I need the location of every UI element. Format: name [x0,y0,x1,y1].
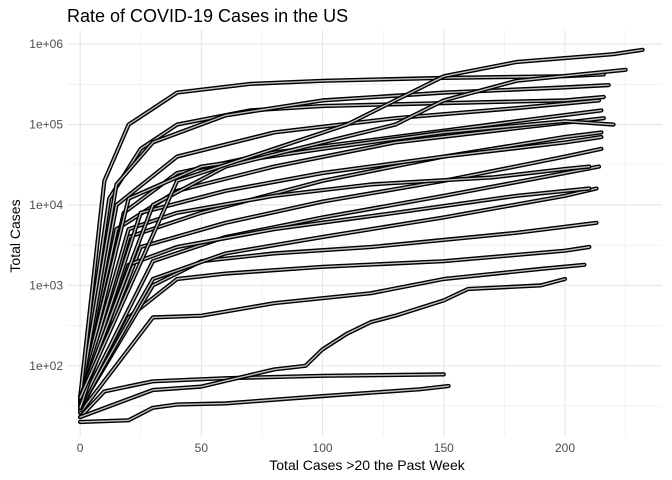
series-line [79,373,445,418]
series-line [79,117,605,403]
tick-labels: 0 50 100 150 200 1e+02 1e+03 1e+04 1e+05 1e+06 [29,37,575,455]
x-tick-label: 100 [313,441,333,455]
series-line [79,222,598,409]
series-lines [78,47,645,425]
x-axis-label: Total Cases >20 the Past Week [269,457,465,473]
series-line [79,165,600,407]
chart-title: Rate of COVID-19 Cases in the US [67,6,348,26]
series-line [79,148,603,405]
x-tick-label: 50 [195,441,209,455]
series-line [79,264,586,414]
series-line [79,69,627,399]
y-tick-label: 1e+05 [29,118,63,132]
series-line [79,49,644,399]
series-line [79,385,450,423]
series-line [79,84,610,399]
series-line [79,73,605,399]
series-line [79,187,598,409]
series-line [79,120,615,399]
y-axis-label: Total Cases [7,199,23,272]
y-tick-label: 1e+06 [29,37,63,51]
series-line [79,131,603,404]
x-tick-label: 0 [77,441,84,455]
series-line [79,278,566,418]
x-tick-label: 200 [555,441,575,455]
y-tick-label: 1e+02 [29,359,63,373]
series-line [79,136,603,401]
series-line [79,99,600,401]
x-tick-label: 150 [434,441,454,455]
y-tick-label: 1e+03 [29,278,63,292]
y-tick-label: 1e+04 [29,198,63,212]
